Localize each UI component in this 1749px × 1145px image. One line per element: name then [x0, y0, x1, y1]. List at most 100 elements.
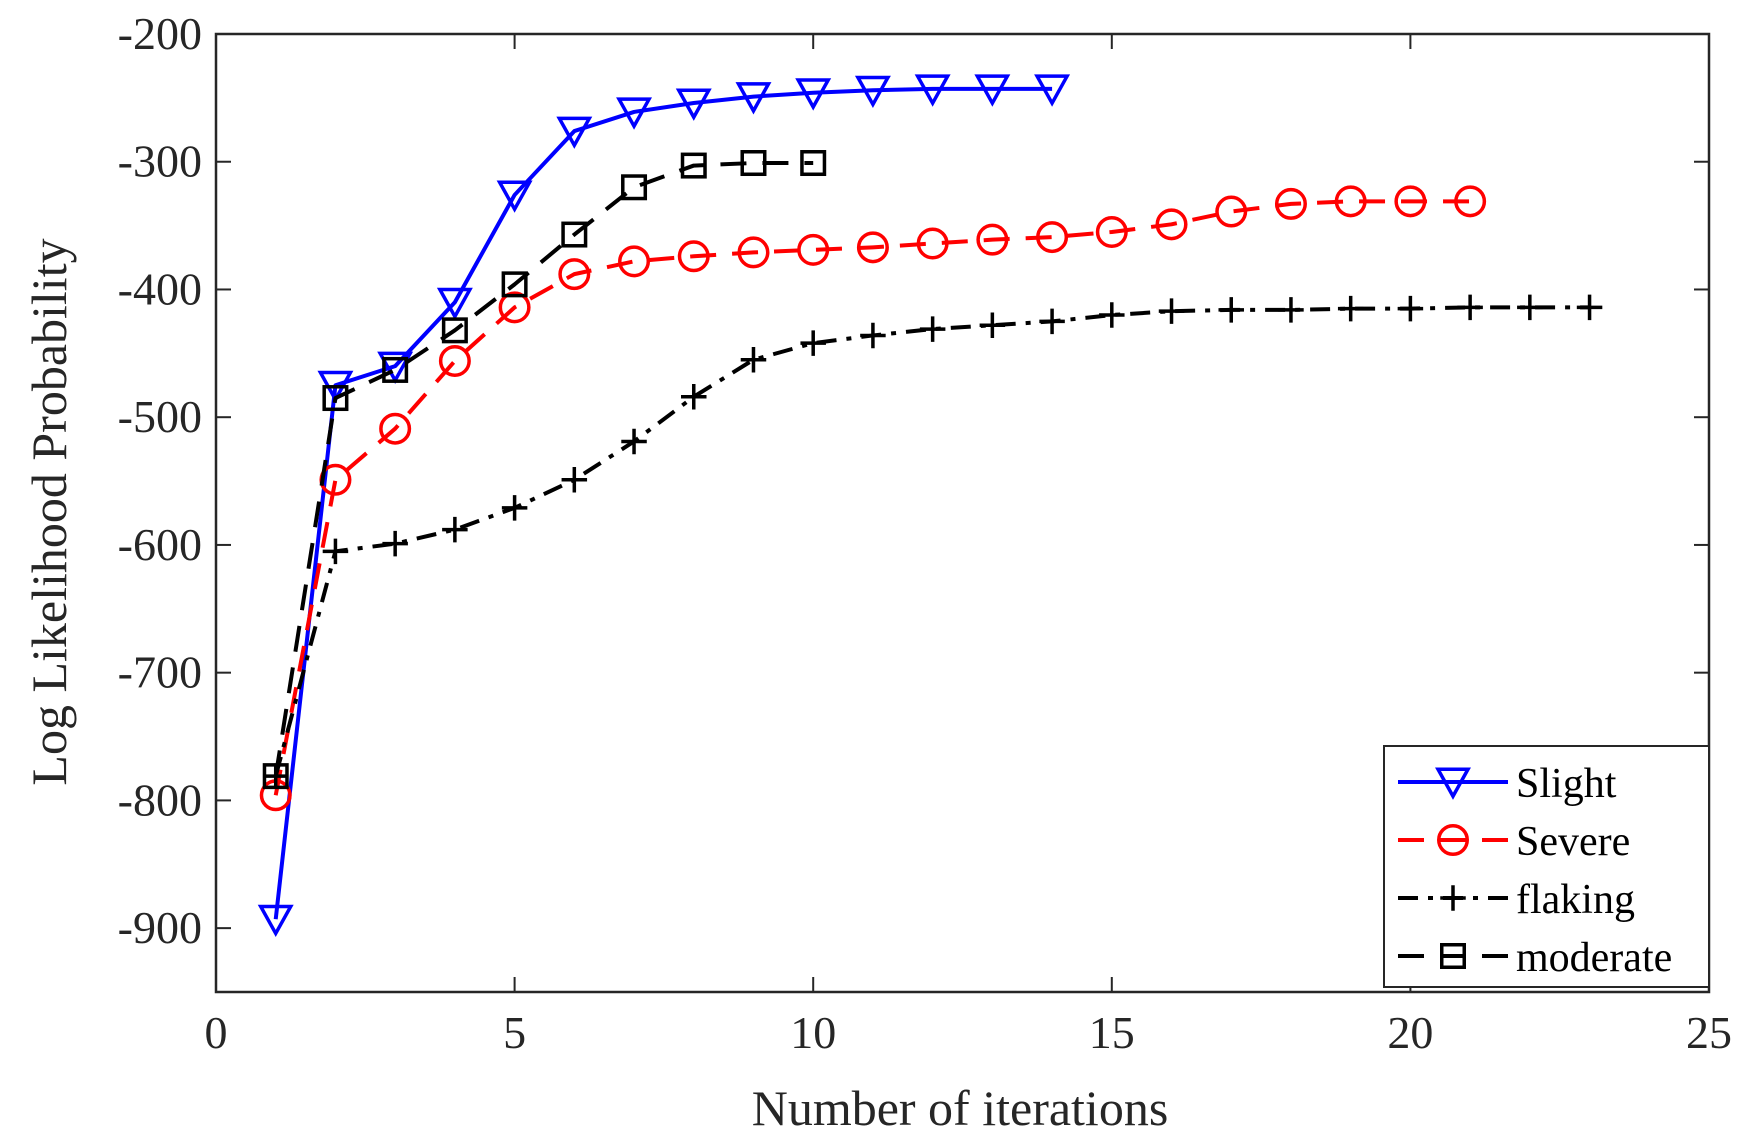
- data-point-severe: [1155, 208, 1188, 241]
- data-point-flaking: [1397, 295, 1424, 322]
- data-point-slight: [1034, 74, 1071, 107]
- data-point-flaking: [860, 322, 886, 349]
- series-line-slight: [273, 86, 1053, 920]
- data-point-severe: [737, 236, 770, 269]
- data-point-slight: [974, 74, 1011, 107]
- data-point-severe: [379, 412, 412, 445]
- data-point-flaking: [1099, 302, 1125, 328]
- x-tick-label: 5: [503, 1007, 526, 1058]
- y-tick-label: -500: [118, 391, 202, 442]
- axes-box: [214, 32, 1711, 994]
- data-point-moderate: [561, 221, 588, 248]
- data-point-moderate: [382, 356, 409, 383]
- data-point-severe: [797, 233, 830, 266]
- legend-item-slight: Slight: [1398, 761, 1617, 807]
- legend-box: [1383, 745, 1710, 988]
- legend-item-moderate: moderate: [1398, 935, 1672, 981]
- legend-label: Slight: [1516, 761, 1617, 807]
- data-point-flaking: [561, 467, 588, 493]
- y-tick-label: -200: [118, 8, 202, 59]
- tick-labels: 0 5 10 15 20 25 -200 -300 -400 -500 -600 -700 -800 -9…: [118, 8, 1732, 1058]
- series-severe: [259, 185, 1487, 812]
- data-point-moderate: [262, 763, 289, 790]
- data-point-severe: [1274, 187, 1307, 220]
- data-point-slight: [914, 74, 951, 107]
- y-tick-label: -600: [118, 519, 202, 570]
- y-axis-title: Log Likelihood Probability: [21, 238, 77, 785]
- data-point-severe: [1334, 185, 1367, 218]
- data-point-flaking: [800, 330, 826, 356]
- legend-item-severe: Severe: [1398, 819, 1630, 865]
- data-point-severe: [1095, 215, 1128, 248]
- data-point-flaking: [1039, 308, 1065, 335]
- data-point-flaking: [1337, 295, 1364, 322]
- legend-swatch-marker: [1440, 885, 1466, 911]
- data-point-severe: [1036, 221, 1069, 254]
- series-layer: [257, 74, 1603, 938]
- data-point-severe: [438, 344, 471, 377]
- data-point-moderate: [680, 152, 707, 179]
- data-point-slight: [735, 82, 772, 115]
- data-point-flaking: [740, 346, 767, 373]
- data-point-slight: [257, 904, 294, 938]
- data-point-flaking: [1218, 297, 1244, 323]
- data-point-flaking: [1278, 297, 1304, 323]
- legend-label: Severe: [1516, 819, 1630, 865]
- data-point-slight: [496, 180, 533, 213]
- x-axis-title: Number of iterations: [752, 1080, 1169, 1136]
- y-tick-label: -400: [118, 263, 202, 314]
- series-line-moderate: [273, 161, 814, 777]
- data-point-slight: [675, 88, 712, 121]
- data-point-flaking: [322, 538, 349, 565]
- data-point-moderate: [501, 271, 528, 298]
- x-tick-label: 15: [1089, 1007, 1135, 1058]
- data-point-severe: [916, 227, 949, 260]
- y-tick-label: -900: [118, 902, 202, 953]
- data-point-flaking: [621, 428, 647, 455]
- data-point-flaking: [1517, 294, 1543, 321]
- series-slight: [257, 74, 1071, 938]
- legend-swatch-marker: [1440, 943, 1466, 969]
- data-point-slight: [377, 351, 414, 384]
- plot-frame: [214, 32, 1711, 994]
- legend-label: moderate: [1516, 935, 1672, 981]
- data-point-moderate: [740, 150, 767, 177]
- x-tick-label: 10: [790, 1007, 836, 1058]
- data-point-slight: [854, 75, 891, 109]
- series-moderate: [262, 150, 827, 790]
- data-point-severe: [976, 223, 1009, 256]
- series-line-severe: [273, 199, 1471, 796]
- data-point-flaking: [1576, 294, 1603, 321]
- data-point-slight: [436, 287, 473, 321]
- data-point-slight: [795, 78, 832, 111]
- legend-label: flaking: [1516, 877, 1635, 923]
- data-point-flaking: [382, 530, 408, 557]
- data-point-severe: [1394, 185, 1427, 218]
- data-point-severe: [677, 240, 710, 273]
- data-point-severe: [618, 245, 651, 278]
- y-tick-label: -800: [118, 774, 202, 825]
- x-tick-label: 0: [205, 1007, 228, 1058]
- data-point-moderate: [441, 317, 468, 344]
- x-tick-label: 25: [1686, 1007, 1732, 1058]
- data-point-severe: [558, 258, 591, 291]
- data-point-flaking: [442, 516, 468, 543]
- legend-swatch-marker: [1435, 767, 1471, 800]
- data-point-moderate: [621, 174, 648, 201]
- x-tick-label: 20: [1387, 1007, 1433, 1058]
- data-point-flaking: [681, 384, 707, 410]
- data-point-flaking: [919, 316, 946, 342]
- data-point-moderate: [800, 150, 827, 177]
- series-flaking: [262, 294, 1603, 789]
- y-tick-label: -700: [118, 647, 202, 698]
- legend-swatch-marker: [1437, 824, 1469, 856]
- data-point-moderate: [322, 385, 349, 412]
- data-point-severe: [1454, 185, 1487, 218]
- data-point-slight: [616, 97, 653, 130]
- y-tick-label: -300: [118, 136, 202, 187]
- data-point-severe: [856, 231, 889, 264]
- legend-item-flaking: flaking: [1398, 877, 1635, 923]
- data-point-slight: [556, 116, 593, 149]
- data-point-severe: [498, 291, 531, 324]
